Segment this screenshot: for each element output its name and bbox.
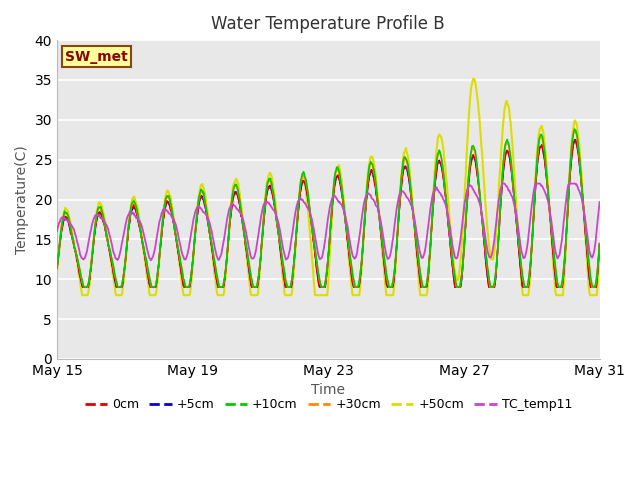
Y-axis label: Temperature(C): Temperature(C) (15, 145, 29, 254)
X-axis label: Time: Time (311, 384, 346, 397)
Title: Water Temperature Profile B: Water Temperature Profile B (211, 15, 445, 33)
Legend: 0cm, +5cm, +10cm, +30cm, +50cm, TC_temp11: 0cm, +5cm, +10cm, +30cm, +50cm, TC_temp1… (79, 394, 577, 417)
Text: SW_met: SW_met (65, 50, 128, 64)
